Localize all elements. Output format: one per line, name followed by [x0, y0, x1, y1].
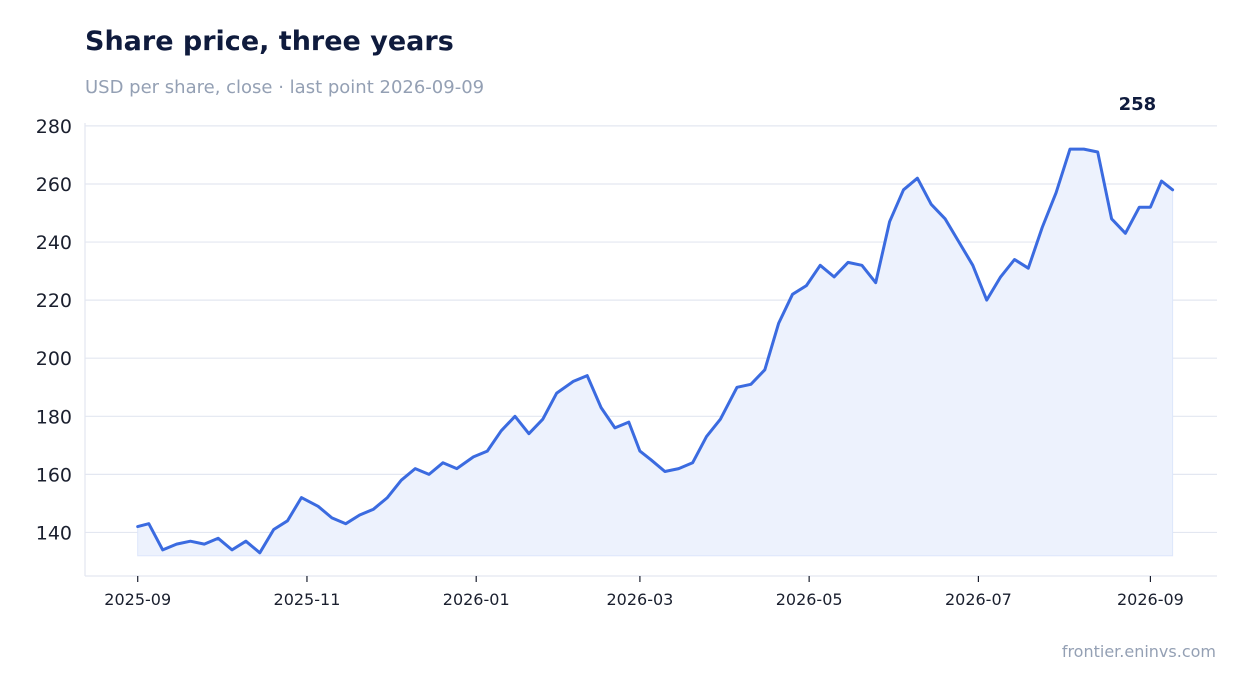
- end-value-label: 258: [1119, 94, 1157, 115]
- y-tick-label: 180: [36, 406, 72, 428]
- x-tick-label: 2026-03: [606, 590, 673, 609]
- price-area: [137, 148, 1174, 557]
- x-tick-label: 2026-09: [1117, 590, 1184, 609]
- y-tick-label: 220: [36, 290, 72, 312]
- y-tick-label: 260: [36, 174, 72, 196]
- y-axis-ticks: 140 160 180 200 220 240 260 280: [36, 116, 72, 545]
- y-tick-label: 200: [36, 348, 72, 370]
- source-credit: frontier.eninvs.com: [1061, 642, 1216, 661]
- y-tick-label: 280: [36, 116, 72, 138]
- price-area-fill: [137, 148, 1174, 557]
- price-line: [136, 147, 1175, 555]
- price-line-path: [136, 147, 1175, 555]
- x-tick-label: 2025-09: [104, 590, 171, 609]
- y-tick-label: 160: [36, 464, 72, 486]
- x-tick-label: 2025-11: [274, 590, 341, 609]
- y-tick-label: 240: [36, 232, 72, 254]
- y-tick-label: 140: [36, 522, 72, 544]
- x-tick-label: 2026-07: [945, 590, 1012, 609]
- x-axis-ticks: 2025-09 2025-11 2026-01 2026-03 2026-05 2026-…: [104, 576, 1184, 609]
- end-value-labels: 258: [1119, 94, 1157, 115]
- x-tick-label: 2026-05: [776, 590, 843, 609]
- x-tick-label: 2026-01: [443, 590, 510, 609]
- chart-subtitle: USD per share, close · last point 2026-0…: [85, 77, 485, 98]
- chart-title: Share price, three years: [85, 26, 454, 57]
- axes: [84, 123, 1217, 577]
